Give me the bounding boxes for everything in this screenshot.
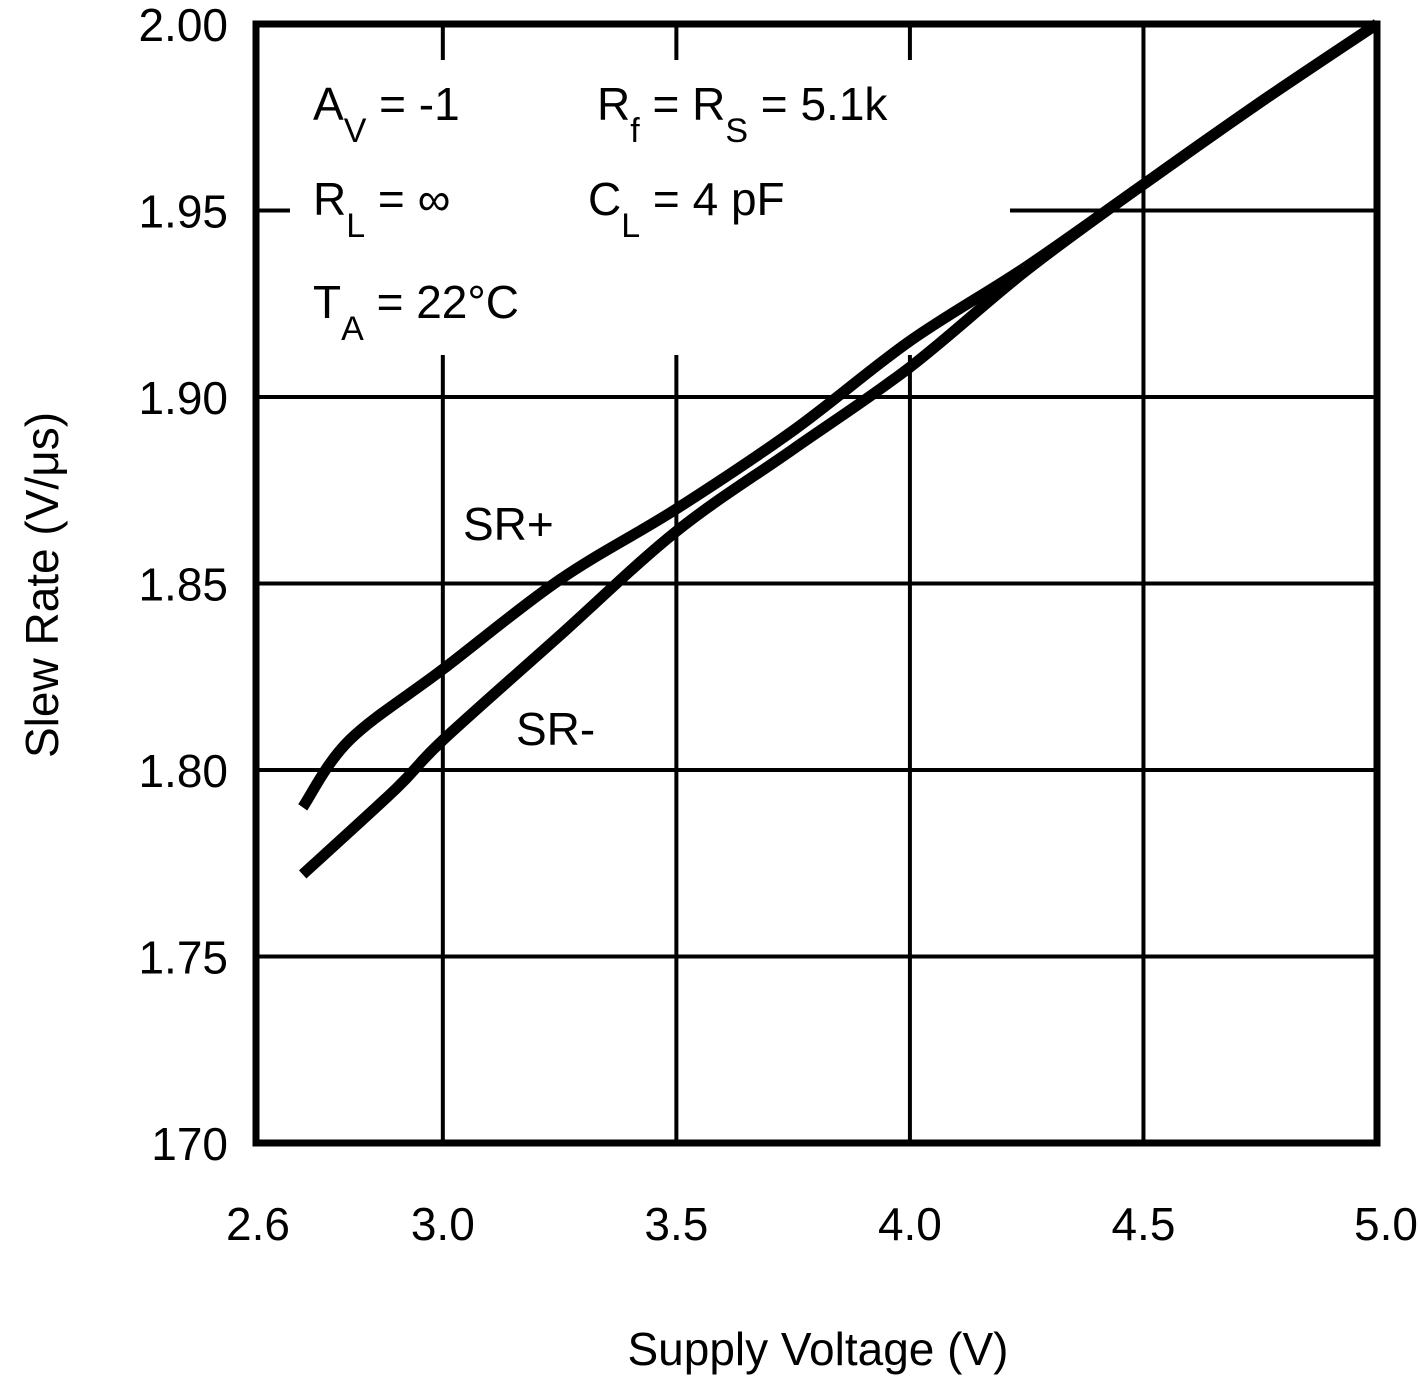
y-tick-label: 1.75 bbox=[138, 932, 228, 984]
condition-ta: TA = 22°C bbox=[313, 276, 519, 348]
x-tick-label: 4.0 bbox=[878, 1198, 942, 1250]
x-tick-label: 4.5 bbox=[1111, 1198, 1175, 1250]
condition-rl: RL = ∞ bbox=[313, 173, 450, 245]
x-tick-label: 3.5 bbox=[644, 1198, 708, 1250]
condition-rf-rs: Rf = RS = 5.1k bbox=[597, 78, 888, 150]
x-tick-labels: 2.6 3.0 3.5 4.0 4.5 5.0 bbox=[226, 1198, 1418, 1250]
series-label-sr-plus: SR+ bbox=[463, 498, 554, 550]
condition-cl: CL = 4 pF bbox=[588, 173, 785, 245]
y-tick-label: 1.85 bbox=[138, 559, 228, 611]
y-axis-label: Slew Rate (V/μs) bbox=[16, 412, 68, 758]
condition-av: AV = -1 bbox=[313, 78, 460, 150]
x-tick-label: 2.6 bbox=[226, 1198, 290, 1250]
test-conditions: AV = -1 Rf = RS = 5.1k RL = ∞ CL = 4 pF … bbox=[313, 78, 888, 348]
y-tick-label: 1.95 bbox=[138, 186, 228, 238]
curves bbox=[298, 19, 1381, 879]
y-tick-label: 1.80 bbox=[138, 745, 228, 797]
annotation-masks bbox=[290, 60, 1010, 765]
x-tick-label: 5.0 bbox=[1354, 1198, 1418, 1250]
series-label-sr-minus: SR- bbox=[516, 703, 595, 755]
y-tick-labels: 2.00 1.95 1.90 1.85 1.80 1.75 170 bbox=[138, 0, 228, 1170]
x-tick-label: 3.0 bbox=[411, 1198, 475, 1250]
y-tick-label: 2.00 bbox=[138, 0, 228, 51]
y-tick-label: 1.90 bbox=[138, 372, 228, 424]
y-tick-label: 170 bbox=[151, 1118, 228, 1170]
plot-frame bbox=[252, 20, 1381, 1147]
x-axis-label: Supply Voltage (V) bbox=[627, 1323, 1008, 1375]
series-line-sr-minus bbox=[298, 19, 1381, 879]
